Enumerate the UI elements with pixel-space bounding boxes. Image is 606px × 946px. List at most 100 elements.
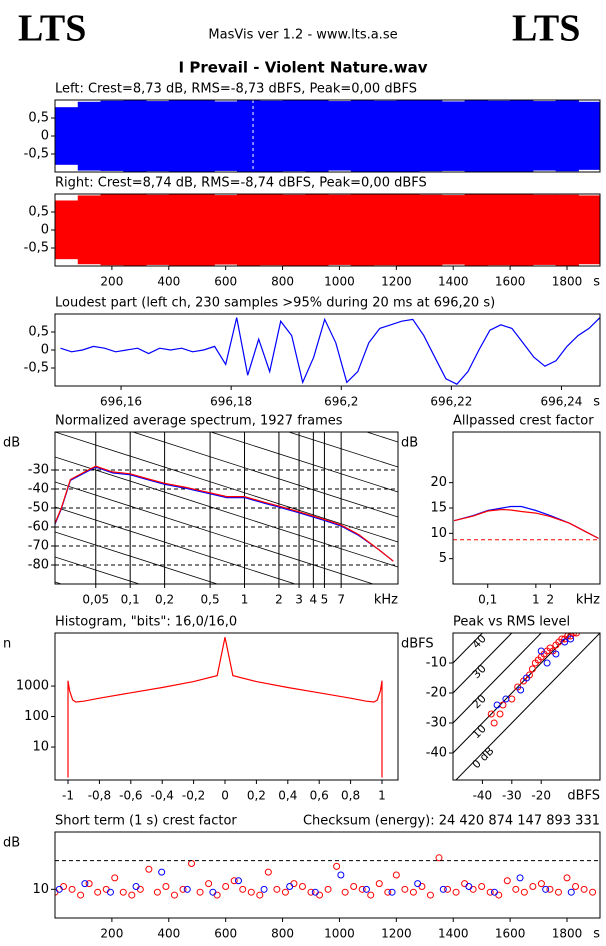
data-point	[490, 719, 498, 727]
x-tick-label: 0,4	[278, 789, 297, 803]
data-point	[567, 635, 575, 643]
x-tick-label: 1200	[381, 275, 412, 289]
data-point	[350, 882, 358, 890]
x-tick-label: 7	[337, 593, 345, 607]
plot-area	[67, 637, 383, 778]
y-axis-label: dB	[401, 436, 418, 451]
y-tick-label: 0,5	[28, 205, 49, 220]
x-tick-label: 600	[214, 927, 237, 941]
chart-title: Left: Crest=8,73 dB, RMS=-8,73 dBFS, Pea…	[55, 82, 417, 97]
waveform-envelope	[510, 100, 534, 172]
data-point	[106, 888, 114, 896]
waveform-envelope	[555, 100, 579, 172]
waveform-envelope	[123, 194, 147, 266]
waveform-envelope	[328, 101, 352, 171]
x-axis-label: s	[593, 395, 600, 410]
data-point	[55, 885, 63, 893]
data-point	[512, 885, 520, 893]
logo: LTS	[512, 8, 580, 50]
x-tick-label: 1	[378, 789, 386, 803]
x-axis-label: s	[593, 275, 600, 290]
y-tick-label: -40	[28, 482, 49, 497]
data-point	[153, 888, 161, 896]
data-point	[333, 862, 341, 870]
crest-line	[453, 633, 542, 724]
waveform-envelope	[168, 100, 193, 172]
data-point	[179, 885, 187, 893]
x-tick-label: 1000	[324, 275, 355, 289]
y-tick-label: -80	[28, 558, 49, 573]
waveform-envelope	[441, 195, 466, 265]
data-point	[426, 891, 434, 899]
data-point	[486, 888, 494, 896]
x-tick-label: 696,18	[210, 395, 252, 409]
data-point	[119, 888, 127, 896]
data-point	[537, 647, 545, 655]
waveform-envelope	[487, 194, 511, 266]
y-tick-label: -30	[426, 716, 447, 731]
data-point	[341, 888, 349, 896]
y-tick-label: 10	[32, 882, 49, 897]
data-point	[183, 885, 191, 893]
data-point	[337, 871, 345, 879]
y-tick-label: -0,5	[24, 147, 49, 162]
plot-frame	[54, 99, 601, 173]
data-point	[205, 880, 213, 888]
y-tick-label: -50	[28, 501, 49, 516]
y-tick-label: 0	[41, 343, 49, 358]
waveform-envelope	[373, 100, 397, 172]
data-point	[563, 874, 571, 882]
waveform-envelope	[555, 194, 579, 266]
waveform-envelope	[350, 194, 375, 266]
data-point	[496, 710, 504, 718]
x-tick-label: 4	[310, 593, 318, 607]
waveform-envelope	[214, 195, 238, 265]
data-point	[542, 885, 550, 893]
x-tick-label: 5	[321, 593, 329, 607]
data-point	[196, 888, 204, 896]
data-point	[264, 868, 272, 876]
y-axis-label: dB	[3, 836, 20, 851]
data-point	[552, 650, 560, 658]
plot-area	[55, 854, 600, 899]
waveform-envelope	[146, 194, 170, 265]
logo: LTS	[18, 8, 86, 50]
waveform-envelope	[55, 200, 79, 260]
waveform-envelope	[146, 101, 170, 172]
waveform-envelope	[282, 100, 306, 172]
data-point	[311, 888, 319, 896]
x-tick-label: 1400	[438, 275, 469, 289]
data-line	[60, 317, 600, 385]
data-point	[77, 891, 85, 899]
annotation: Checksum (energy): 24 420 874 147 893 33…	[303, 814, 600, 829]
waveform-envelope	[578, 101, 600, 170]
x-tick-label: 696,16	[100, 395, 142, 409]
waveform-envelope	[350, 100, 375, 172]
data-point	[554, 888, 562, 896]
waveform-envelope	[214, 101, 238, 171]
plot-area	[453, 633, 600, 780]
y-tick-label: 100	[24, 709, 49, 724]
file-name: I Prevail - Violent Nature.wav	[179, 59, 428, 77]
waveform-envelope	[100, 194, 124, 266]
data-line	[55, 466, 394, 562]
x-tick-label: 800	[271, 927, 294, 941]
x-tick-label: 1600	[495, 275, 526, 289]
diagonal-guide	[55, 506, 297, 584]
waveform-envelope	[487, 100, 511, 172]
waveform-envelope	[464, 194, 488, 266]
waveform-envelope	[237, 100, 261, 172]
waveform-envelope	[532, 101, 557, 171]
data-point	[520, 888, 528, 896]
x-tick-label: -0,8	[88, 789, 111, 803]
x-tick-label: 0,05	[82, 593, 109, 607]
data-point	[81, 880, 89, 888]
data-point	[435, 854, 443, 862]
waveform-envelope	[532, 194, 557, 265]
chart-title: Normalized average spectrum, 1927 frames	[55, 414, 343, 429]
data-point	[580, 885, 588, 893]
y-tick-label: 10	[430, 526, 447, 541]
x-tick-label: 200	[100, 927, 123, 941]
y-tick-label: 0,5	[28, 325, 49, 340]
x-tick-label: 1200	[381, 927, 412, 941]
